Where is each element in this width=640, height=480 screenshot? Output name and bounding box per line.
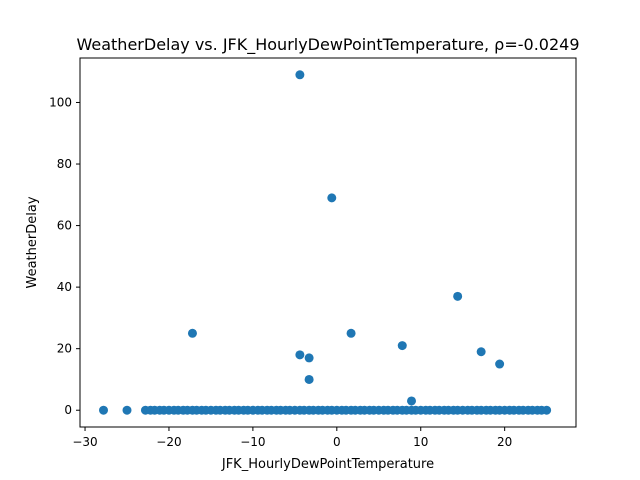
y-tick-label-2: 40 <box>57 280 72 294</box>
y-tick-label-0: 0 <box>64 403 72 417</box>
x-tick-label-1: −20 <box>156 435 181 449</box>
x-axis-label: JFK_HourlyDewPointTemperature <box>221 457 434 472</box>
data-point-6 <box>476 347 486 357</box>
plot-frame <box>79 57 577 428</box>
chart-title: WeatherDelay vs. JFK_HourlyDewPointTempe… <box>77 35 580 55</box>
data-point-4 <box>346 328 356 338</box>
x-tick-label-0: −30 <box>72 435 97 449</box>
data-point-10 <box>304 374 314 384</box>
data-point-1 <box>327 193 337 203</box>
data-point-12 <box>99 405 108 415</box>
x-tick-label-5: 20 <box>497 435 512 449</box>
data-point-2 <box>453 291 463 301</box>
data-point-9 <box>495 359 505 369</box>
points-layer <box>99 70 552 415</box>
data-point-0 <box>295 70 305 80</box>
y-axis-label: WeatherDelay <box>25 196 40 288</box>
data-point-11 <box>407 396 417 406</box>
x-tick-label-3: 0 <box>333 435 341 449</box>
y-tick-label-5: 100 <box>49 95 72 109</box>
data-point-13 <box>122 405 132 415</box>
y-tick-label-1: 20 <box>57 342 72 356</box>
y-axis-ticks: 0 20 40 60 80 100 <box>49 95 80 417</box>
data-point-3 <box>187 328 197 338</box>
data-point-8 <box>304 353 314 363</box>
y-tick-label-4: 80 <box>57 157 72 171</box>
y-tick-label-3: 60 <box>57 219 72 233</box>
x-axis-ticks: −30 −20 −10 0 10 20 <box>72 427 512 449</box>
data-point-5 <box>397 341 407 351</box>
x-tick-label-4: 10 <box>413 435 428 449</box>
data-point-7 <box>295 350 305 360</box>
data-point-100 <box>542 405 552 415</box>
x-tick-label-2: −10 <box>240 435 265 449</box>
